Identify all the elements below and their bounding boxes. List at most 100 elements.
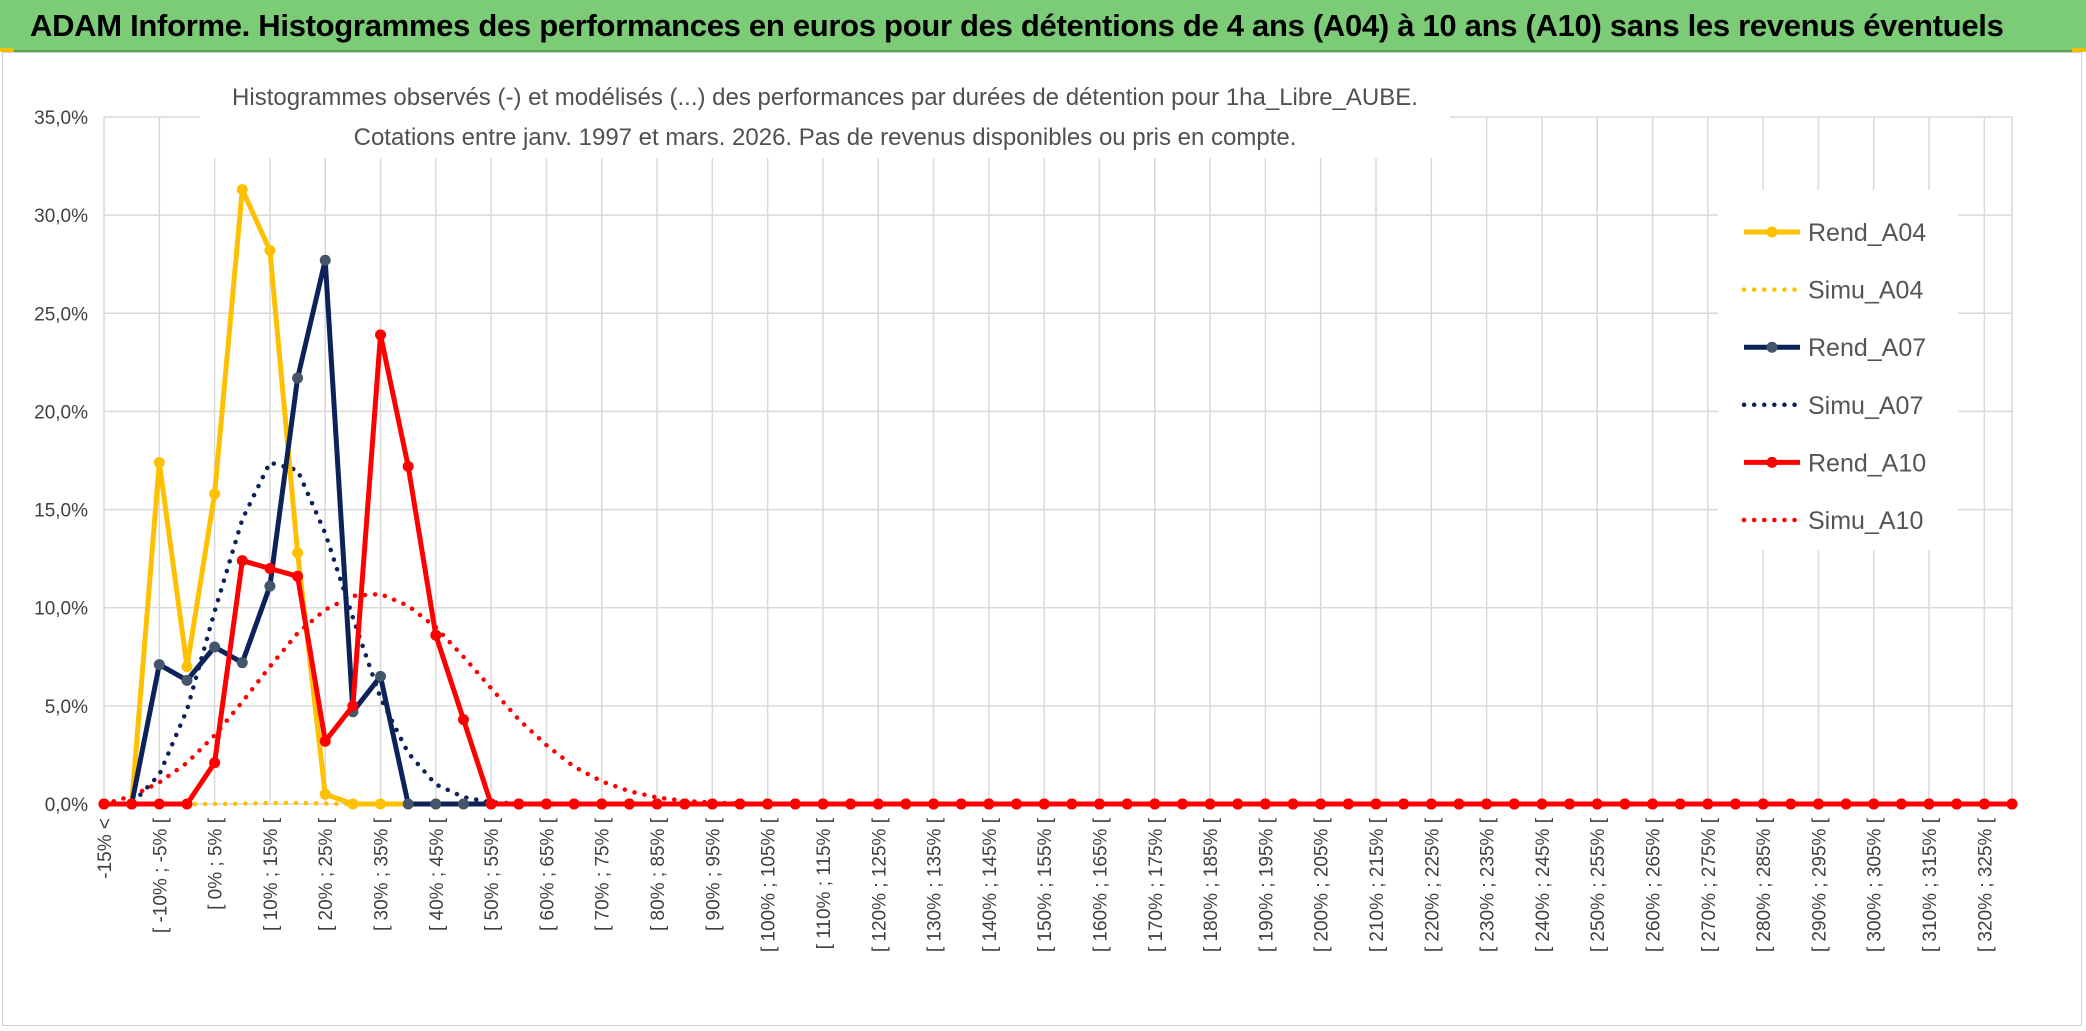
data-point-Rend_A10 [1038,798,1050,810]
data-point-Rend_A10 [900,798,912,810]
data-point-Rend_A10 [1425,798,1437,810]
x-tick-label: [ 170% ; 175% [ [1146,817,1167,952]
x-tick-label: [ 310% ; 315% [ [1920,817,1941,952]
data-point-Rend_A10 [872,798,884,810]
legend-marker-Rend_A10 [1766,456,1778,468]
data-point-Rend_A04 [209,488,221,500]
data-point-Rend_A10 [1093,798,1105,810]
header-banner: ADAM Informe. Histogrammes des performan… [0,0,2086,52]
data-point-Rend_A10 [347,700,359,712]
data-point-Rend_A10 [181,798,193,810]
x-tick-label: [ 20% ; 25% [ [316,817,337,931]
x-tick-label: [ 40% ; 45% [ [427,817,448,931]
x-tick-label: [ 190% ; 195% [ [1256,817,1277,952]
data-point-Rend_A07 [430,798,442,810]
data-point-Rend_A10 [1674,798,1686,810]
x-tick-label: [ 90% ; 95% [ [703,817,724,931]
data-point-Rend_A10 [402,460,414,472]
data-point-Rend_A10 [375,329,387,341]
x-tick-label: [ 150% ; 155% [ [1035,817,1056,952]
data-point-Rend_A10 [126,798,138,810]
x-tick-label: [ 10% ; 15% [ [261,817,282,931]
data-point-Rend_A10 [264,562,276,574]
legend-label-Rend_A04: Rend_A04 [1808,219,1926,247]
data-point-Rend_A07 [457,798,469,810]
data-point-Rend_A07 [292,372,304,384]
data-point-Rend_A10 [1011,798,1023,810]
data-point-Rend_A10 [236,555,248,567]
legend: Rend_A04 Simu_A04 Rend_A07 Simu_A07 Rend_A10… [1718,190,1958,550]
corner-accent-left [0,48,14,52]
data-point-Rend_A10 [98,798,110,810]
y-tick-label: 15,0% [34,501,88,522]
data-point-Rend_A10 [485,798,497,810]
data-point-Rend_A10 [209,757,221,769]
legend-marker-Rend_A04 [1766,226,1778,238]
corner-accent-right [2072,48,2086,52]
data-point-Rend_A10 [845,798,857,810]
data-point-Rend_A07 [264,580,276,592]
x-tick-label: [ 0% ; 5% [ [206,817,227,910]
series-line-Rend_A10 [104,332,2012,807]
x-tick-label: [ 210% ; 215% [ [1367,817,1388,952]
data-point-Rend_A10 [1315,798,1327,810]
data-point-Rend_A10 [1564,798,1576,810]
data-point-Rend_A10 [1342,798,1354,810]
y-tick-label: 35,0% [34,108,88,129]
data-point-Rend_A07 [181,674,193,686]
data-point-Rend_A04 [319,788,331,800]
y-tick-label: 5,0% [45,697,88,718]
legend-marker-Rend_A07 [1766,341,1778,353]
data-point-Rend_A04 [236,184,248,196]
x-tick-label: [ 130% ; 135% [ [925,817,946,952]
y-tick-label: 10,0% [34,599,88,620]
data-point-Rend_A04 [153,456,165,468]
data-point-Rend_A07 [153,659,165,671]
data-point-Rend_A10 [1895,798,1907,810]
x-tick-label: [ 270% ; 275% [ [1699,817,1720,952]
data-point-Rend_A07 [236,657,248,669]
chart-subtitle: Cotations entre janv. 1997 et mars. 2026… [354,124,1297,151]
data-point-Rend_A04 [264,244,276,256]
data-point-Rend_A10 [734,798,746,810]
x-tick-label: [ 200% ; 205% [ [1312,817,1333,952]
data-point-Rend_A10 [1868,798,1880,810]
data-point-Rend_A10 [679,798,691,810]
data-point-Rend_A10 [1204,798,1216,810]
legend-label-Rend_A07: Rend_A07 [1808,334,1926,362]
y-tick-label: 25,0% [34,304,88,325]
data-point-Rend_A10 [1481,798,1493,810]
x-tick-label: [ 240% ; 245% [ [1533,817,1554,952]
data-point-Rend_A10 [789,798,801,810]
x-tick-label: [ 140% ; 145% [ [980,817,1001,952]
x-tick-label: [ 180% ; 185% [ [1201,817,1222,952]
data-point-Rend_A10 [1176,798,1188,810]
x-tick-label: [ 60% ; 65% [ [537,817,558,931]
legend-label-Simu_A07: Simu_A07 [1808,392,1923,420]
data-point-Rend_A04 [347,798,359,810]
data-point-Rend_A10 [430,629,442,641]
data-point-Rend_A10 [1702,798,1714,810]
x-tick-label: [ 260% ; 265% [ [1644,817,1665,952]
data-point-Rend_A10 [319,735,331,747]
data-point-Rend_A10 [706,798,718,810]
data-point-Rend_A04 [375,798,387,810]
data-point-Rend_A10 [457,714,469,726]
data-point-Rend_A10 [568,798,580,810]
y-tick-label: 30,0% [34,206,88,227]
x-tick-label: [ -10% ; -5% [ [150,817,171,933]
data-point-Rend_A10 [762,798,774,810]
data-point-Rend_A10 [1232,798,1244,810]
data-point-Rend_A10 [1923,798,1935,810]
x-tick-label: [ 300% ; 305% [ [1865,817,1886,952]
series-group [98,184,2018,810]
data-point-Rend_A07 [402,798,414,810]
data-point-Rend_A10 [1149,798,1161,810]
data-point-Rend_A10 [1978,798,1990,810]
legend-label-Simu_A04: Simu_A04 [1808,277,1923,305]
data-point-Rend_A07 [209,641,221,653]
data-point-Rend_A10 [1757,798,1769,810]
x-tick-label: [ 100% ; 105% [ [759,817,780,952]
data-point-Rend_A10 [1951,798,1963,810]
